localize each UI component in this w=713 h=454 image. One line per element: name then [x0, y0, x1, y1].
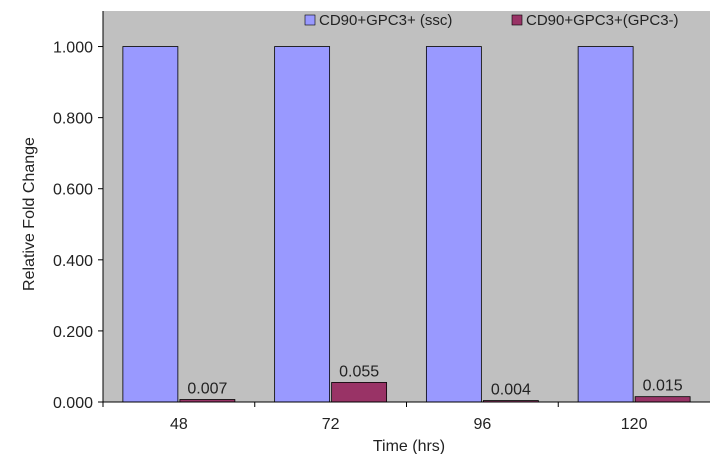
y-tick-label: 1.000 — [53, 40, 93, 57]
data-labels-layer: 0.007 0.055 0.004 0.015 — [187, 363, 682, 398]
legend: CD90+GPC3+ (ssc) CD90+GPC3+(GPC3-) — [304, 12, 679, 29]
legend-item-gpc3-neg-label: CD90+GPC3+(GPC3-) — [526, 12, 679, 29]
legend-item-gpc3-neg-swatch — [511, 14, 523, 26]
y-tick-label: 0.200 — [53, 324, 93, 341]
x-tick-label-48: 48 — [170, 416, 188, 433]
bar-gpc3-neg-120 — [634, 396, 691, 403]
y-tick-label: 0.800 — [53, 111, 93, 128]
y-axis-title: Relative Fold Change — [21, 137, 38, 291]
x-axis-title: Time (hrs) — [373, 438, 445, 454]
bar-ssc-72 — [274, 46, 331, 403]
x-tick-label-96: 96 — [473, 416, 491, 433]
bar-ssc-120 — [577, 46, 634, 403]
y-tick-label: 0.400 — [53, 253, 93, 270]
legend-item-ssc-swatch — [304, 14, 316, 26]
x-tick-label-72: 72 — [322, 416, 340, 433]
y-tick-label: 0.600 — [53, 182, 93, 199]
bar-ssc-48 — [122, 46, 179, 403]
y-tick-label: 0.000 — [53, 395, 93, 412]
x-tick-label-120: 120 — [621, 416, 648, 433]
data-label-48: 0.007 — [187, 381, 227, 398]
bar-ssc-96 — [425, 46, 482, 403]
bar-gpc3-neg-72 — [331, 382, 388, 403]
data-label-96: 0.004 — [491, 382, 531, 399]
legend-item-ssc-label: CD90+GPC3+ (ssc) — [319, 12, 452, 29]
data-label-120: 0.015 — [643, 378, 683, 395]
data-label-72: 0.055 — [339, 363, 379, 380]
axes-layer: 48 72 96 120 0.000 0.200 0.400 0.600 0.800 1.000 — [53, 11, 710, 433]
bars-layer — [122, 46, 691, 403]
